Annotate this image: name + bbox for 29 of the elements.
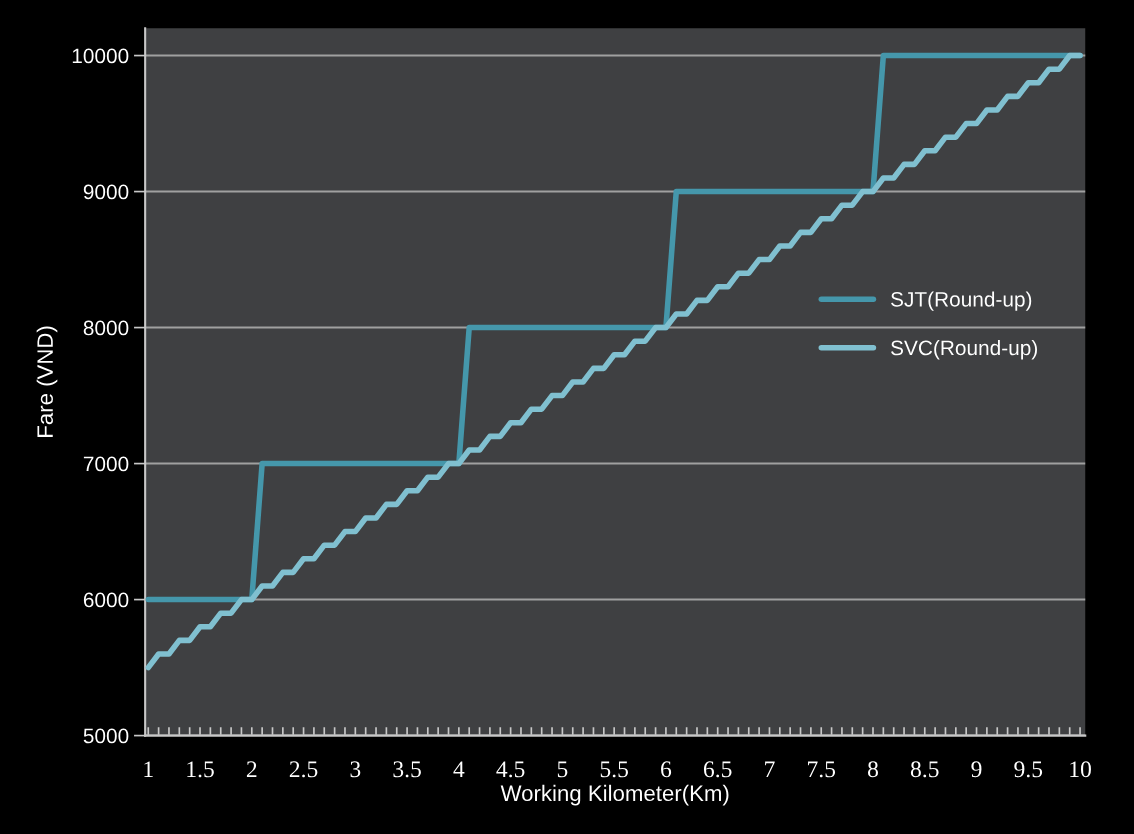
y-tick-label: 8000 xyxy=(83,320,129,336)
x-tick-label: 8 xyxy=(867,761,878,778)
x-tick-label: 10 xyxy=(1070,761,1091,778)
legend-label: SVC(Round-up) xyxy=(891,339,1037,360)
x-tick-label: 4.5 xyxy=(496,761,525,778)
x-axis-title: Working Kilometer(Km) xyxy=(500,784,729,806)
x-tick-label: 2 xyxy=(246,761,257,777)
x-tick-label: 8.5 xyxy=(910,761,939,778)
x-tick-label: 6 xyxy=(661,761,672,778)
y-tick-label: 7000 xyxy=(83,456,129,472)
x-tick-label: 1.5 xyxy=(187,761,214,778)
x-tick-label: 7 xyxy=(765,761,775,777)
y-tick-label: 6000 xyxy=(83,592,129,608)
y-tick-label: 9000 xyxy=(83,184,129,200)
x-tick-label: 1 xyxy=(144,761,153,777)
x-tick-label: 3 xyxy=(350,761,361,778)
x-tick-label: 4 xyxy=(453,761,465,777)
x-tick-label: 7.5 xyxy=(808,761,836,778)
legend-label: SJT(Round-up) xyxy=(891,291,1032,311)
x-tick-label: 6.5 xyxy=(703,761,732,778)
y-tick-label: 5000 xyxy=(83,728,129,744)
x-tick-label: 9.5 xyxy=(1014,761,1043,778)
x-tick-label: 2.5 xyxy=(289,761,318,778)
y-axis-title: Fare (VND) xyxy=(36,326,58,437)
x-tick-label: 5 xyxy=(557,761,568,778)
x-tick-label: 3.5 xyxy=(393,761,421,778)
y-tick-label: 10000 xyxy=(72,48,129,64)
x-tick-label: 5.5 xyxy=(600,761,628,778)
x-tick-label: 9 xyxy=(971,761,982,778)
